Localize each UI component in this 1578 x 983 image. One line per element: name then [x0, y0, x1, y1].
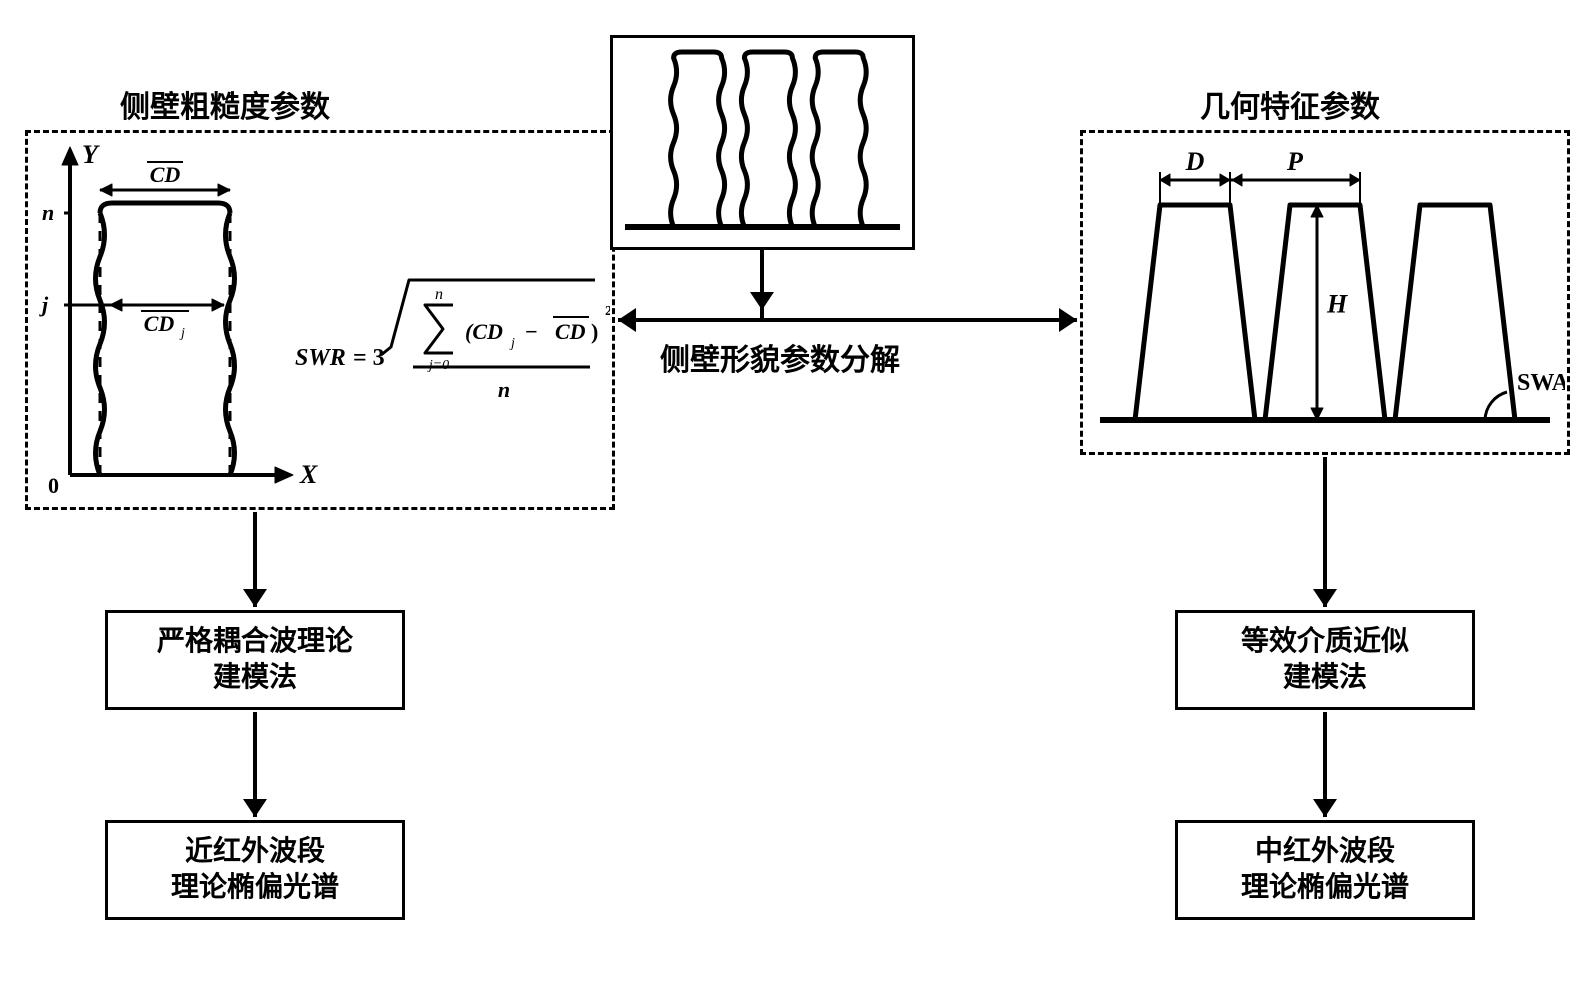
svg-text:j=0: j=0: [427, 358, 449, 373]
svg-top: [615, 40, 910, 245]
svg-text:X: X: [299, 460, 318, 489]
svg-text:n: n: [498, 377, 510, 402]
svg-text:CD: CD: [144, 311, 175, 336]
svg-left: Y X 0 n j CD CD j SWR = 3 n n j=0 (CD j − CD) 2: [30, 135, 610, 505]
svg-right: D P H SWA: [1085, 135, 1565, 450]
svg-text:SWR: SWR: [295, 345, 346, 371]
svg-text:H: H: [1326, 290, 1348, 319]
svg-text:): ): [591, 319, 598, 344]
svg-text:n: n: [435, 286, 443, 303]
svg-text:P: P: [1286, 147, 1304, 176]
svg-text:(CD: (CD: [465, 319, 503, 344]
svg-text:j: j: [509, 336, 515, 351]
svg-text:D: D: [1185, 147, 1205, 176]
svg-text:n: n: [42, 200, 54, 225]
svg-text:SWA: SWA: [1517, 370, 1565, 396]
svg-text:2: 2: [605, 304, 610, 319]
svg-text:j: j: [39, 292, 49, 317]
svg-text:CD: CD: [555, 319, 586, 344]
svg-text:j: j: [179, 326, 185, 341]
svg-text:−: −: [525, 319, 538, 344]
svg-text:Y: Y: [82, 140, 100, 169]
diagram-root: 侧壁粗糙度参数 几何特征参数 侧壁形貌参数分解 严格耦合波理论建模法 近红外波段…: [20, 20, 1558, 943]
svg-text:0: 0: [48, 473, 59, 498]
svg-text:CD: CD: [150, 162, 181, 187]
svg-text:= 3: = 3: [353, 345, 385, 371]
